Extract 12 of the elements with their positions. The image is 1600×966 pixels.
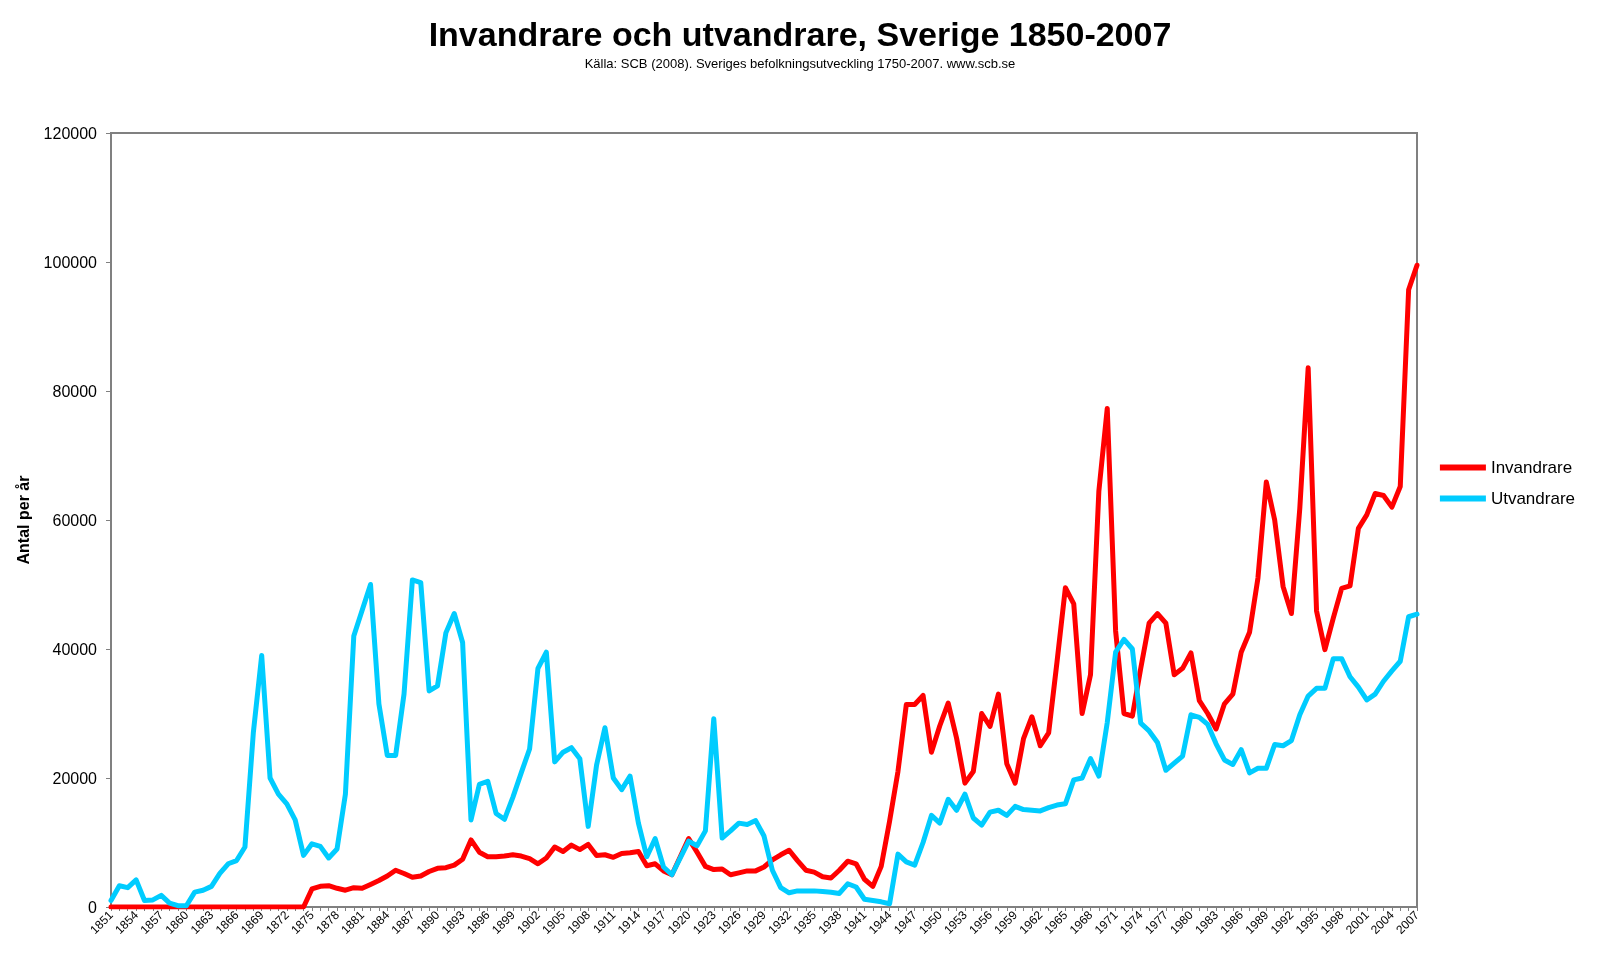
- chart-subtitle: Källa: SCB (2008). Sveriges befolkningsutveckling 1750-2007. www.scb.se: [584, 56, 1016, 71]
- y-tick-label: 0: [88, 898, 98, 916]
- y-tick-label: 120000: [43, 124, 98, 142]
- legend-label: Utvandrare: [1490, 489, 1576, 508]
- y-tick-label: 100000: [43, 253, 98, 271]
- chart-title: Invandrare och utvandrare, Sverige 1850-2007: [428, 15, 1172, 53]
- y-tick-label: 60000: [52, 511, 98, 529]
- y-tick-label: 40000: [52, 640, 98, 658]
- y-tick-label: 80000: [52, 382, 98, 400]
- y-axis-title: Antal per år: [14, 475, 32, 565]
- legend-label: Invandrare: [1490, 458, 1573, 477]
- y-tick-label: 20000: [52, 769, 98, 787]
